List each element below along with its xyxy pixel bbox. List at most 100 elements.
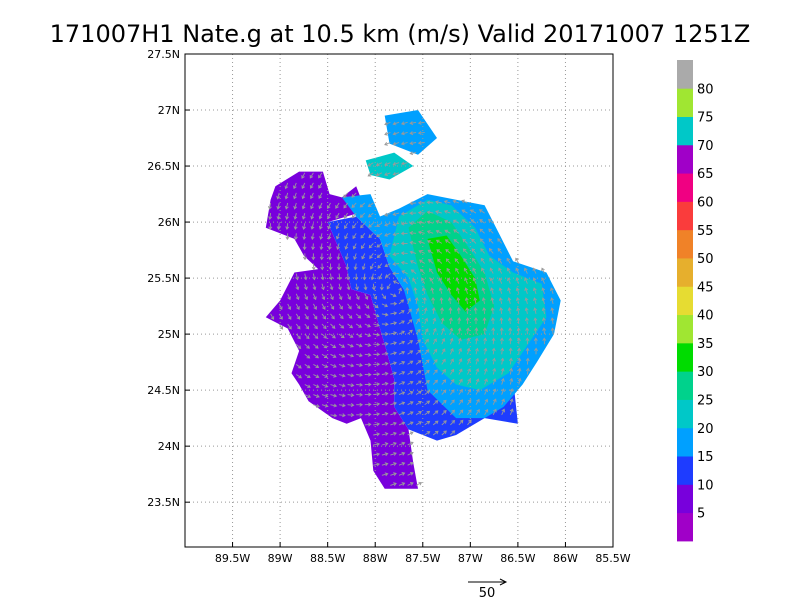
wind-vector-269: [378, 273, 383, 280]
wind-vector-214: [361, 253, 366, 260]
wind-vector-351: [407, 401, 414, 406]
wind-vector-649: [516, 327, 521, 335]
wind-vector-40: [304, 364, 311, 369]
wind-vector-430: [432, 430, 439, 436]
wind-vector-100: [319, 233, 324, 240]
wind-vector-313: [398, 451, 406, 456]
wind-vector-568: [470, 209, 477, 214]
wind-vector-7: [276, 223, 281, 231]
wind-vector-95: [321, 283, 325, 291]
wind-vector-290: [390, 351, 398, 356]
wind-vector-542: [462, 248, 468, 254]
wind-vector-623: [498, 277, 503, 284]
wind-vector-99: [319, 243, 324, 251]
wind-vector-674: [532, 287, 537, 294]
wind-vector-582: [481, 277, 486, 284]
wind-vector-634: [508, 347, 513, 355]
wind-vector-492: [447, 287, 452, 294]
wind-vector-359: [407, 319, 413, 325]
wind-vector-18: [284, 202, 289, 210]
wind-vector-8: [276, 213, 281, 220]
wind-vector-593: [492, 378, 497, 385]
wind-vector-158: [347, 343, 354, 348]
wind-vector-79: [310, 202, 314, 210]
wind-vector-258: [381, 381, 389, 386]
wind-vector-587: [479, 228, 485, 234]
wind-vector-22: [296, 364, 302, 369]
colorbar-label-11: 60: [697, 196, 714, 211]
wind-vector-308: [384, 131, 391, 136]
wind-vector-253: [381, 432, 389, 436]
wind-vector-71: [312, 283, 317, 291]
wind-vector-311: [398, 472, 406, 476]
wind-vector-334: [392, 242, 400, 247]
colorbar-label-5: 30: [697, 365, 714, 380]
wind-vector-379: [415, 390, 422, 395]
wind-vector-363: [403, 278, 408, 284]
wind-vector-105: [318, 182, 323, 189]
wind-vector-540: [463, 267, 468, 274]
wind-vector-103: [318, 202, 323, 210]
wind-vector-524: [452, 199, 460, 204]
wind-vector-396: [409, 221, 417, 226]
wind-vector-223: [373, 432, 380, 437]
wind-vector-17: [285, 213, 289, 220]
wind-vector-93: [321, 303, 326, 310]
wind-vector-198: [364, 412, 372, 417]
wind-vector-175: [356, 402, 364, 407]
wind-vector-254: [381, 422, 389, 426]
wind-vector-267: [381, 293, 386, 300]
wind-vector-349: [407, 421, 414, 426]
wind-vector-282: [390, 431, 397, 436]
wind-vector-305: [384, 172, 391, 177]
wind-vector-329: [398, 287, 403, 294]
wind-vector-525: [467, 419, 472, 426]
wind-vector-315: [398, 431, 406, 436]
wind-vector-584: [480, 257, 485, 264]
wind-vector-599: [491, 317, 495, 325]
wind-vector-50: [302, 253, 307, 261]
wind-vector-494: [446, 267, 451, 274]
wind-vector-203: [364, 362, 372, 367]
wind-vector-447: [428, 259, 434, 264]
wind-vector-87: [321, 364, 328, 368]
wind-vector-320: [398, 381, 406, 385]
wind-vector-252: [381, 442, 389, 447]
y-tick-label-6: 26.5N: [147, 160, 180, 173]
wind-vector-209: [364, 303, 370, 309]
wind-vector-172: [343, 202, 348, 209]
wind-vector-463: [441, 337, 446, 345]
wind-vector-556: [474, 327, 479, 335]
wind-vector-213: [361, 263, 366, 271]
wind-vector-45: [304, 313, 309, 320]
wind-vector-19: [284, 192, 289, 200]
wind-vector-578: [482, 317, 487, 325]
wind-vector-523: [452, 209, 460, 214]
wind-vector-393: [409, 250, 417, 255]
wind-vector-470: [437, 268, 443, 274]
wind-vector-672: [533, 307, 538, 314]
wind-vector-601: [490, 297, 495, 305]
wind-vector-13: [287, 303, 292, 310]
wind-vector-121: [329, 273, 334, 281]
wind-vector-171: [343, 212, 348, 219]
wind-vector-638: [507, 307, 512, 314]
wind-vector-462: [441, 348, 446, 355]
wind-vector-640: [507, 287, 511, 294]
wind-vector-562: [472, 267, 477, 274]
wind-vector-187: [355, 283, 359, 291]
wind-vector-565: [471, 238, 477, 244]
wind-vector-134: [338, 363, 346, 368]
wind-vector-20: [284, 182, 289, 190]
wind-vector-670: [533, 327, 538, 335]
wind-vector-317: [398, 411, 406, 416]
wind-vector-566: [470, 228, 477, 234]
wind-vector-408: [424, 380, 430, 385]
wind-vector-628: [509, 408, 514, 415]
colorbar-swatch-1: [677, 484, 693, 514]
wind-vector-80: [310, 192, 314, 200]
wind-vector-281: [390, 441, 397, 446]
wind-vector-339: [392, 161, 400, 166]
wind-vector-14: [287, 293, 291, 301]
wind-vector-350: [407, 411, 414, 416]
